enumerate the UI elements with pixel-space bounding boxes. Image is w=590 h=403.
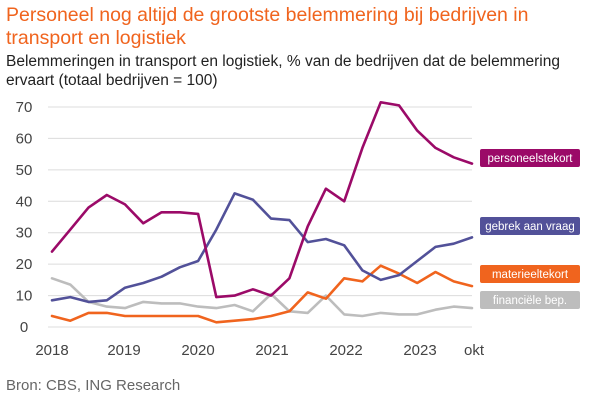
x-tick-label: 2019	[107, 342, 140, 359]
series-line	[50, 101, 474, 299]
series-label: financiële bep.	[493, 295, 567, 307]
series-label-box	[480, 217, 580, 235]
x-tick-label: 2022	[329, 342, 362, 359]
y-tick-label: 60	[16, 130, 33, 147]
y-tick-label: 70	[16, 99, 33, 116]
series-line	[50, 277, 474, 318]
x-tick-label: okt	[464, 342, 485, 359]
chart-subtitle: Belemmeringen in transport en logistiek,…	[6, 53, 560, 89]
source-note: Bron: CBS, ING Research	[6, 377, 181, 394]
series-label: gebrek aan vraag	[485, 221, 575, 233]
y-tick-label: 20	[16, 256, 33, 273]
y-tick-label: 40	[16, 193, 33, 210]
series-label: personeelstekort	[487, 153, 573, 165]
series-label-box	[480, 291, 580, 309]
y-tick-label: 50	[16, 162, 33, 179]
x-tick-label: 2018	[35, 342, 68, 359]
series-line	[50, 192, 474, 304]
x-tick-label: 2021	[255, 342, 288, 359]
series-line	[50, 264, 474, 324]
series-label-box	[480, 149, 580, 167]
x-tick-label: 2020	[181, 342, 214, 359]
series-label: materieeltekort	[492, 269, 569, 281]
y-tick-label: 10	[16, 288, 33, 305]
series-label-box	[480, 265, 580, 283]
chart-title: Personeel nog altijd de grootste belemme…	[6, 4, 529, 49]
x-tick-label: 2023	[403, 342, 436, 359]
y-tick-label: 30	[16, 225, 33, 242]
y-tick-label: 0	[20, 319, 28, 336]
